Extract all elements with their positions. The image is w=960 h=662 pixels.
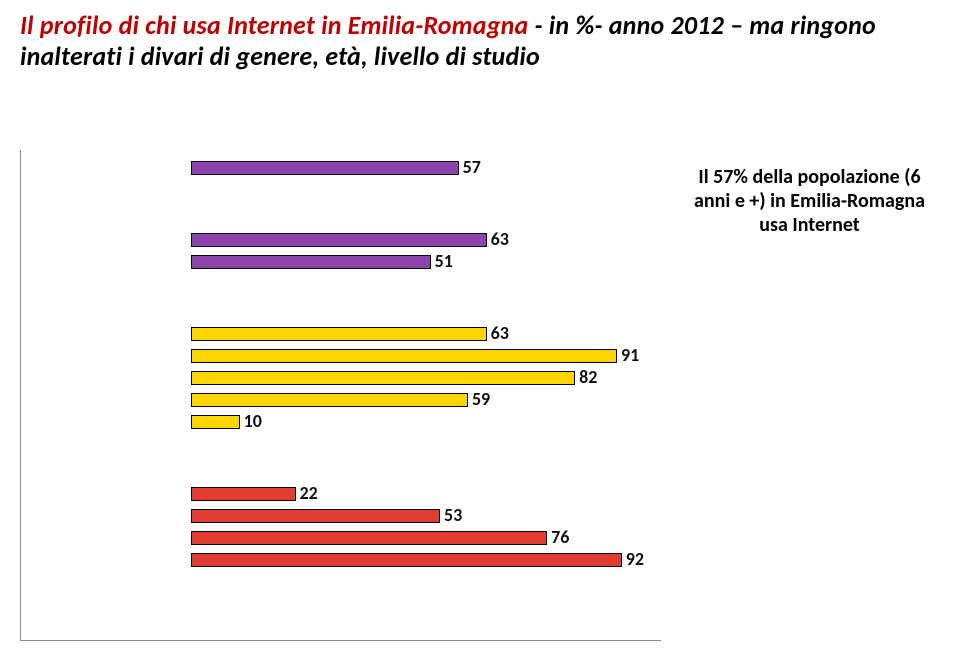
bar [191,553,622,567]
bar [191,161,459,175]
bar-value: 59 [472,388,490,410]
bar-value: 63 [491,228,509,250]
bar-value: 51 [435,250,453,272]
page-title: Il profilo di chi usa Internet in Emilia… [20,10,940,72]
bar [191,371,575,385]
bar [191,233,487,247]
bar [191,509,440,523]
bar-value: 22 [300,482,318,504]
bar-value: 82 [579,366,597,388]
title-highlight: Il profilo di chi usa Internet in Emilia… [20,9,528,41]
slide: Il profilo di chi usa Internet in Emilia… [0,0,960,662]
bar [191,393,468,407]
bar-value: 53 [444,504,462,526]
side-note: Il 57% della popolazione (6 anni e +) in… [687,165,932,237]
bar-value: 92 [626,548,644,570]
bar-value: 10 [244,410,262,432]
bar [191,415,240,429]
bar [191,531,547,545]
bar-value: 76 [551,526,569,548]
bar-value: 63 [491,322,509,344]
bar [191,487,296,501]
bar [191,349,617,363]
bar [191,255,431,269]
profile-bar-chart: Pop di 6 anni e più57GenereUomini63Donne… [20,150,661,641]
bar-value: 57 [463,156,481,178]
bar [191,327,487,341]
bar-value: 91 [621,344,639,366]
